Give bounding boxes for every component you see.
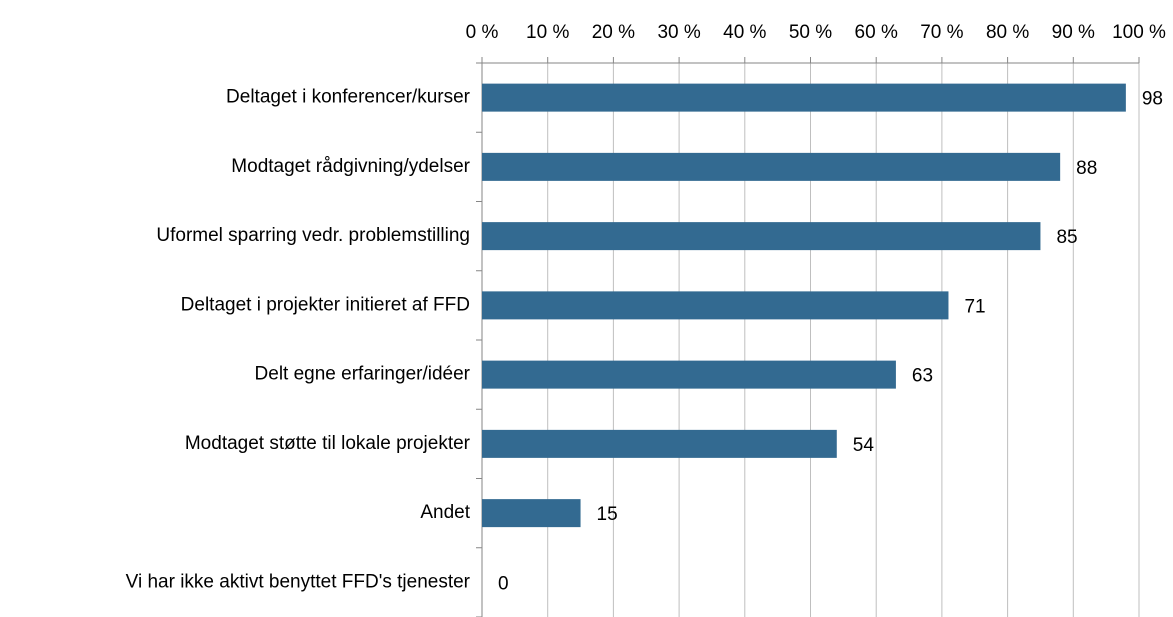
data-label: 71 (964, 296, 985, 317)
x-tick-label: 70 % (920, 22, 963, 43)
data-label: 15 (597, 504, 618, 525)
y-tick-label: Delt egne erfaringer/idéer (255, 364, 471, 385)
x-tick-label: 40 % (723, 22, 766, 43)
x-tick-label: 30 % (657, 22, 700, 43)
bar (482, 83, 1126, 112)
y-tick-label: Uformel sparring vedr. problemstilling (156, 225, 470, 246)
x-tick-label: 10 % (526, 22, 569, 43)
bar (482, 429, 837, 458)
bar (482, 152, 1061, 181)
data-label: 54 (853, 435, 875, 456)
x-tick-label: 20 % (592, 22, 635, 43)
y-tick-label: Deltaget i konferencer/kurser (226, 87, 471, 108)
x-tick-label: 50 % (789, 22, 832, 43)
y-tick-label: Vi har ikke aktivt benyttet FFD's tjenes… (126, 571, 471, 592)
y-tick-label: Deltaget i projekter initieret af FFD (181, 294, 470, 315)
bar (482, 360, 896, 389)
x-tick-label: 90 % (1052, 22, 1095, 43)
x-tick-label: 80 % (986, 22, 1029, 43)
x-tick-label: 0 % (466, 22, 499, 43)
data-label: 85 (1056, 227, 1077, 248)
data-label: 88 (1076, 158, 1097, 179)
data-label: 0 (498, 573, 509, 594)
y-tick-label: Modtaget rådgivning/ydelser (231, 156, 470, 177)
y-tick-label: Andet (420, 502, 470, 523)
y-tick-label: Modtaget støtte til lokale projekter (185, 433, 471, 454)
x-tick-label: 60 % (855, 22, 898, 43)
bar (482, 499, 581, 528)
data-label: 98 (1142, 89, 1163, 110)
bar (482, 291, 949, 320)
bar (482, 222, 1041, 251)
data-label: 63 (912, 366, 933, 387)
x-tick-label: 100 % (1112, 22, 1166, 43)
